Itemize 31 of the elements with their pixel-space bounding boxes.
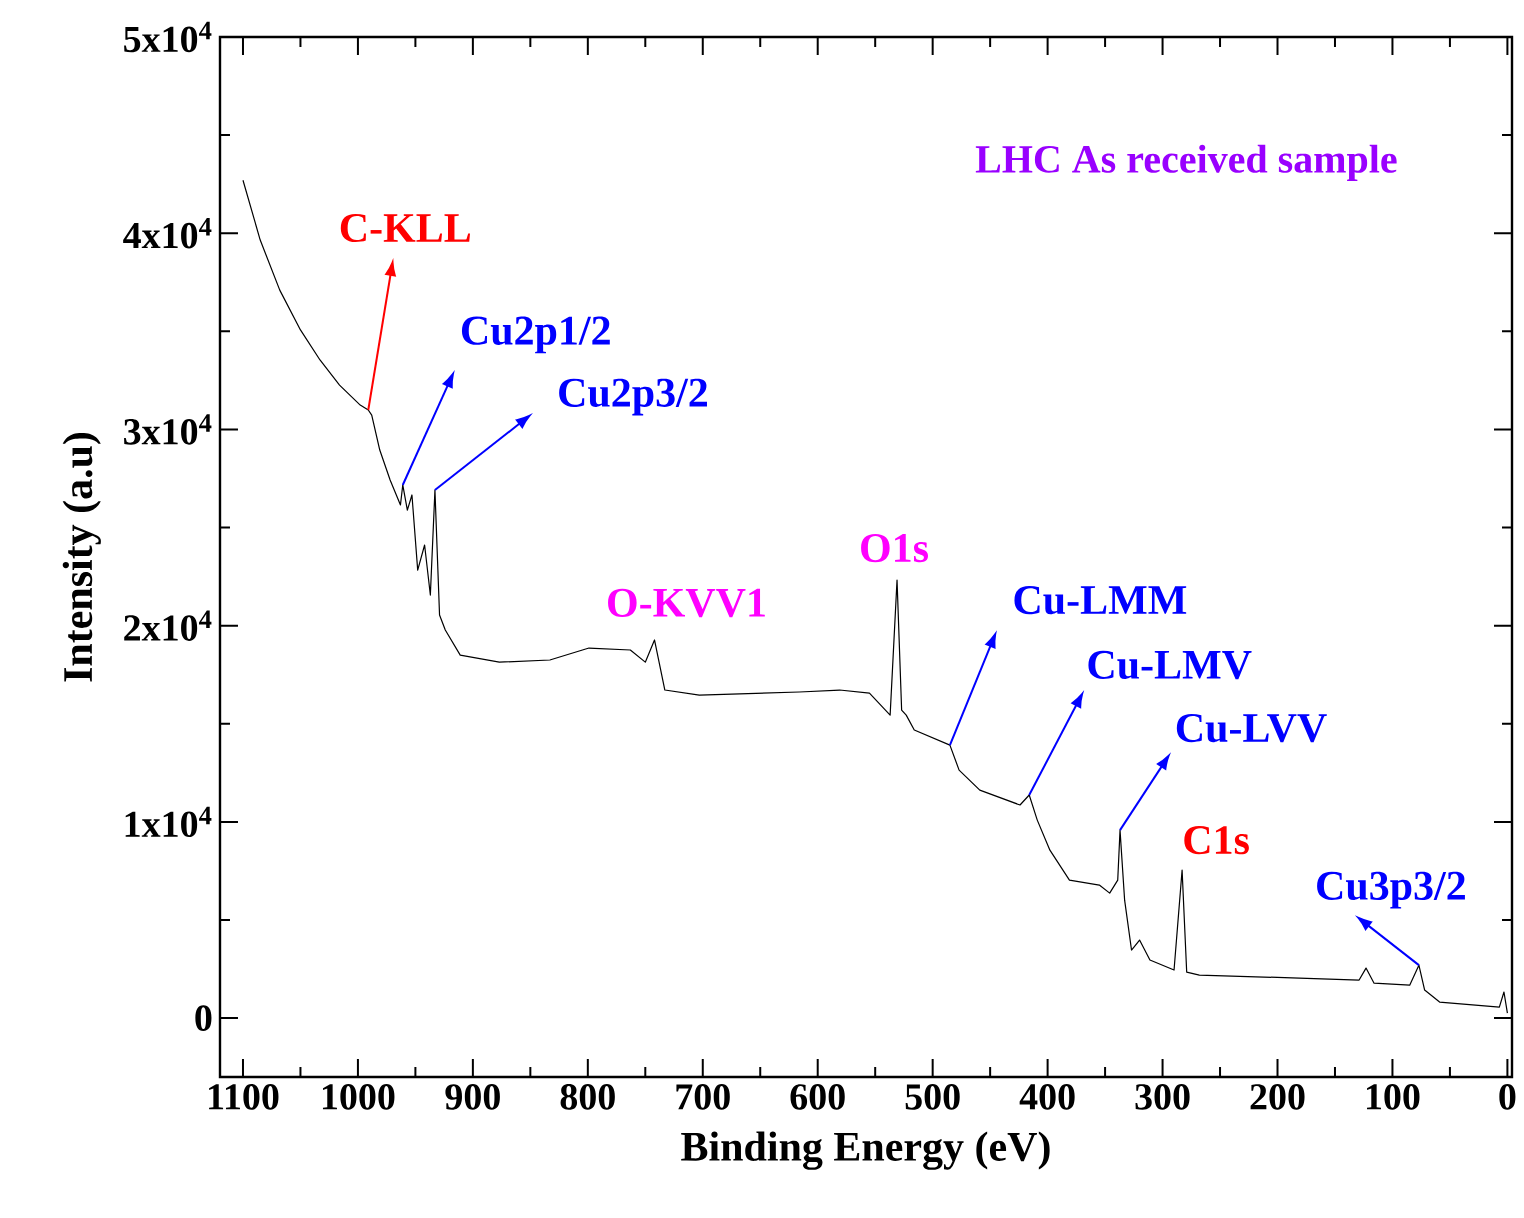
y-axis-title: Intensity (a.u) — [62, 432, 101, 682]
x-tick-label: 400 — [1019, 1084, 1075, 1110]
annotation: Cu2p1/2 — [461, 316, 610, 354]
x-tick-label: 900 — [445, 1084, 500, 1110]
annotation: Cu2p3/2 — [559, 378, 707, 416]
y-tick-label: 5x10$^{4}$ — [124, 21, 212, 53]
x-tick-label: 100 — [1367, 1084, 1420, 1110]
x-tick-label: 500 — [905, 1084, 960, 1110]
annotation: C1s — [1184, 826, 1249, 855]
annotation: Cu-LVV — [1176, 713, 1327, 743]
annotation: Cu3p3/2 — [1317, 871, 1465, 909]
annotation: LHC As received sample — [975, 144, 1397, 181]
y-tick-label: 3x10$^{4}$ — [124, 414, 212, 445]
x-axis-title: Binding Energy (eV) — [681, 1131, 1050, 1170]
y-tick-label: 1x10$^{4}$ — [125, 806, 212, 838]
x-tick-label: 600 — [790, 1084, 845, 1110]
y-tick-label: 0 — [195, 1005, 212, 1031]
x-tick-label: 1100 — [209, 1084, 279, 1110]
annotation: C-KLL — [340, 213, 471, 243]
annotation: Cu-LMV — [1088, 650, 1252, 680]
x-tick-label: 1000 — [322, 1084, 395, 1110]
x-tick-label: 300 — [1135, 1084, 1190, 1110]
x-tick-label: 700 — [676, 1084, 730, 1110]
annotation: Cu-LMM — [1014, 585, 1187, 615]
x-tick-label: 0 — [1499, 1084, 1516, 1110]
annotation: O1s — [861, 534, 929, 563]
x-tick-label: 200 — [1250, 1084, 1305, 1110]
y-tick-label: 2x10$^{4}$ — [124, 610, 212, 641]
y-tick-label: 4x10$^{4}$ — [123, 218, 212, 249]
annotation: O-KVV1 — [608, 588, 765, 618]
x-tick-label: 800 — [560, 1084, 615, 1110]
